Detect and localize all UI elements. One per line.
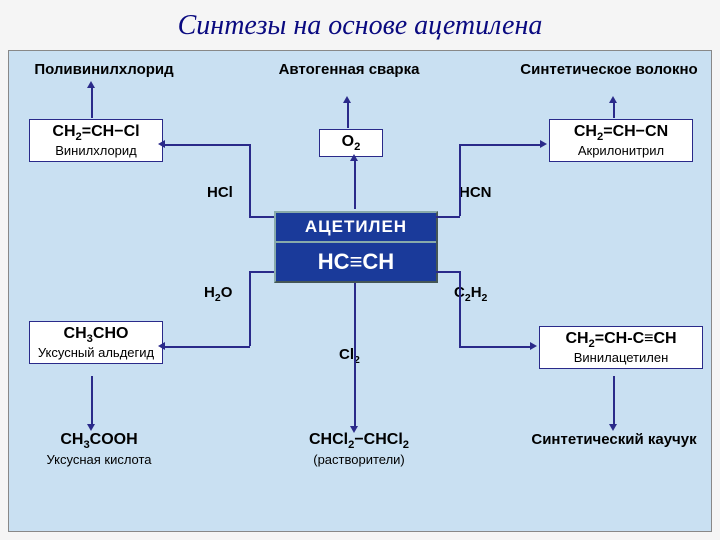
page-title: Синтезы на основе ацетилена: [0, 0, 720, 47]
arrow: [91, 86, 93, 118]
acrylo-formula: CH2=CH−CN: [556, 123, 686, 143]
arrowhead-icon: [609, 424, 617, 431]
aldehyde-formula: CH3CHO: [36, 325, 156, 345]
arrow: [613, 101, 615, 118]
arrowhead-icon: [87, 424, 95, 431]
arrow: [459, 144, 542, 146]
arrow: [347, 101, 349, 128]
arrow: [354, 283, 356, 428]
solvent-label: CHCl2−CHCl2 (растворители): [249, 431, 469, 468]
arrow: [164, 144, 250, 146]
diagram-area: Поливинилхлорид Автогенная сварка Синтет…: [8, 50, 712, 532]
synthfiber-text: Синтетическое волокно: [520, 61, 697, 78]
arrowhead-icon: [350, 426, 358, 433]
aldehyde-box: CH3CHO Уксусный альдегид: [29, 321, 163, 364]
rubber-text: Синтетический каучук: [531, 431, 696, 448]
arrowhead-icon: [609, 96, 617, 103]
arrow: [613, 376, 615, 426]
arrow: [249, 144, 251, 216]
synthfiber-label: Синтетическое волокно: [519, 61, 699, 78]
vinylacet-name: Винилацетилен: [546, 350, 696, 365]
vinylacet-formula: CH2=CH-C≡CH: [546, 330, 696, 350]
arrow: [164, 346, 250, 348]
arrowhead-icon: [343, 96, 351, 103]
arrow: [459, 271, 461, 346]
autogen-text: Автогенная сварка: [279, 61, 420, 78]
acid-formula: CH3COOH: [60, 431, 137, 448]
arrow: [249, 271, 274, 273]
vinylchloride-formula: CH2=CH−Cl: [36, 123, 156, 143]
autogen-label: Автогенная сварка: [259, 61, 439, 78]
arrow: [249, 271, 251, 346]
hcn-label: HCN: [459, 184, 492, 201]
vinylacet-box: CH2=CH-C≡CH Винилацетилен: [539, 326, 703, 369]
arrowhead-icon: [540, 140, 547, 148]
arrow: [459, 144, 461, 216]
arrow: [249, 216, 274, 218]
hcl-label: HCl: [207, 184, 233, 201]
arrow: [91, 376, 93, 426]
arrowhead-icon: [158, 140, 165, 148]
arrowhead-icon: [158, 342, 165, 350]
arrow: [436, 216, 460, 218]
acid-name: Уксусная кислота: [46, 452, 151, 467]
center-formula: HC≡CH: [276, 241, 436, 281]
acrylo-name: Акрилонитрил: [556, 143, 686, 158]
arrowhead-icon: [87, 81, 95, 88]
vinylchloride-name: Винилхлорид: [36, 143, 156, 158]
pvc-label: Поливинилхлорид: [19, 61, 189, 78]
arrow: [354, 159, 356, 209]
h2o-label: H2O: [204, 284, 232, 304]
arrow: [459, 346, 532, 348]
aldehyde-name: Уксусный альдегид: [36, 345, 156, 360]
center-box: АЦЕТИЛЕН HC≡CH: [274, 211, 438, 283]
arrow: [436, 271, 460, 273]
solvent-formula: CHCl2−CHCl2: [309, 431, 409, 448]
acrylo-box: CH2=CH−CN Акрилонитрил: [549, 119, 693, 162]
arrowhead-icon: [350, 154, 358, 161]
arrowhead-icon: [530, 342, 537, 350]
acid-label: CH3COOH Уксусная кислота: [19, 431, 179, 468]
rubber-label: Синтетический каучук: [529, 431, 699, 448]
cl2-label: Cl2: [339, 346, 360, 366]
center-name: АЦЕТИЛЕН: [276, 213, 436, 241]
vinylchloride-box: CH2=CH−Cl Винилхлорид: [29, 119, 163, 162]
solvent-name: (растворители): [313, 452, 405, 467]
o2-box: O2: [319, 129, 383, 157]
o2-formula: O2: [326, 133, 376, 153]
